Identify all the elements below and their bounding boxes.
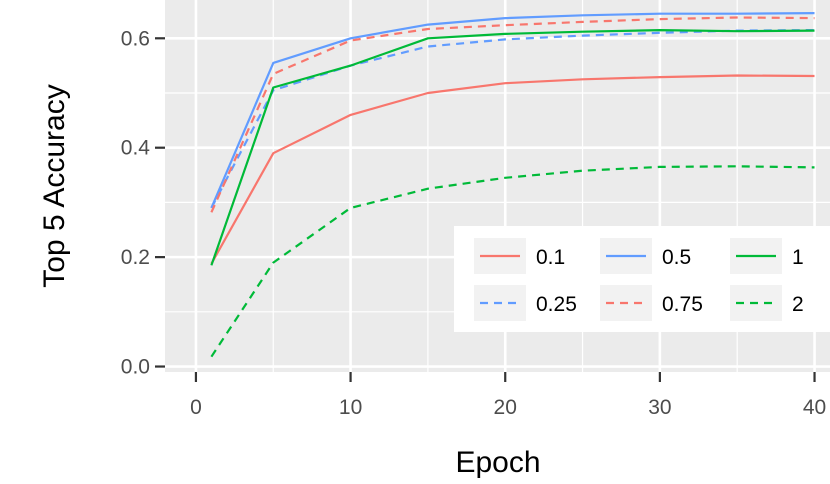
legend-label-1: 1	[792, 246, 804, 269]
legend-label-2: 2	[792, 293, 804, 316]
series-line-2	[210, 165, 815, 358]
series-lines	[210, 12, 815, 358]
y-tick-label: 0.2	[121, 246, 150, 269]
y-tick-label: 0.4	[121, 137, 151, 160]
y-axis-title: Top 5 Accuracy	[38, 84, 71, 287]
legend-label-0-5: 0.5	[662, 246, 691, 269]
y-tick-label: 0.0	[121, 356, 150, 379]
series-line-1	[210, 29, 815, 266]
x-tick-label: 0	[190, 396, 202, 419]
series-line-0-5	[210, 12, 815, 209]
x-tick-label: 30	[648, 396, 671, 419]
legend: 0.1 0.5 1 0.25 0.75 2	[454, 226, 830, 332]
x-tick-label: 40	[803, 396, 826, 419]
legend-label-0-25: 0.25	[536, 293, 577, 316]
x-axis: 0 10 20 30 40	[190, 372, 826, 419]
x-tick-label: 20	[494, 396, 517, 419]
series-line-0-1	[210, 74, 815, 265]
x-axis-title: Epoch	[455, 446, 540, 479]
legend-label-0-75: 0.75	[662, 293, 703, 316]
x-tick-label: 10	[339, 396, 362, 419]
y-axis: 0.0 0.2 0.4 0.6	[121, 27, 165, 379]
y-tick-label: 0.6	[121, 27, 150, 50]
legend-label-0-1: 0.1	[536, 246, 565, 269]
